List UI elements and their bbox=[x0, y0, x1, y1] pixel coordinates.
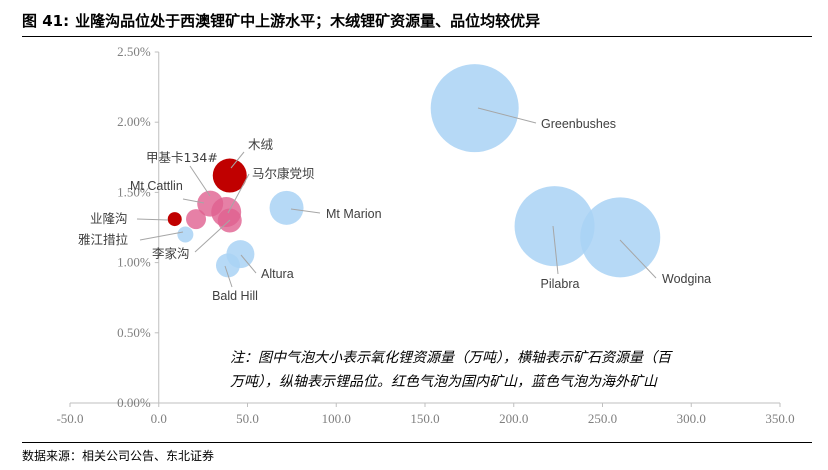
bubble-label: Pilabra bbox=[541, 277, 580, 291]
bubble-label: Greenbushes bbox=[541, 117, 616, 131]
chart-note-line: 注：图中气泡大小表示氧化锂资源量（万吨），横轴表示矿石资源量（百 bbox=[230, 350, 673, 366]
chart-note-line: 万吨），纵轴表示锂品位。红色气泡为国内矿山，蓝色气泡为海外矿山 bbox=[230, 374, 658, 390]
x-tick-label: -50.0 bbox=[56, 411, 83, 426]
x-tick-label: 150.0 bbox=[410, 411, 439, 426]
y-tick-label: 2.50% bbox=[117, 44, 151, 59]
bubble-label: 甲基卡134# bbox=[146, 150, 218, 165]
bubble-业隆沟 bbox=[167, 212, 182, 227]
leader-line bbox=[182, 198, 205, 204]
y-tick-label: 0.50% bbox=[117, 325, 151, 340]
x-tick-label: 350.0 bbox=[765, 411, 794, 426]
y-tick-label: 0.00% bbox=[117, 395, 151, 410]
bubble-label: Mt Marion bbox=[326, 207, 382, 221]
x-tick-label: 250.0 bbox=[588, 411, 617, 426]
x-tick-label: 300.0 bbox=[677, 411, 706, 426]
y-tick-label: 1.50% bbox=[117, 184, 151, 199]
bubble-mt-cattlin bbox=[177, 226, 194, 243]
leader-line bbox=[227, 173, 250, 214]
leader-line bbox=[290, 208, 321, 214]
bubble-chart: 0.00% 0.50% 1.00% 1.50% 2.00% 2.50% -50.0 0.0 50… bbox=[56, 44, 794, 426]
data-source: 数据来源：相关公司公告、东北证券 bbox=[22, 442, 812, 464]
bubble-bald-hill bbox=[215, 253, 240, 278]
bubble-label: Wodgina bbox=[662, 272, 711, 286]
leader-line bbox=[477, 107, 537, 124]
y-tick-label: 1.00% bbox=[117, 255, 151, 270]
bubble-雅江措拉 bbox=[186, 209, 207, 230]
leader-line bbox=[224, 265, 233, 288]
leader-line bbox=[619, 239, 657, 279]
x-tick-label: 0.0 bbox=[151, 411, 167, 426]
bubble-mt-marion bbox=[269, 190, 304, 225]
leader-line bbox=[552, 225, 559, 275]
bubble-label: 雅江措拉 bbox=[78, 232, 129, 247]
leader-line bbox=[240, 254, 257, 274]
x-tick-label: 50.0 bbox=[236, 411, 259, 426]
leader-line bbox=[230, 151, 245, 169]
bubble-label: 马尔康党坝 bbox=[252, 166, 315, 181]
bubble-wodgina bbox=[580, 197, 661, 278]
leader-line bbox=[189, 165, 211, 197]
figure-title: 图 41: 业隆沟品位处于西澳锂矿中上游水平；木绒锂矿资源量、品位均较优异 bbox=[22, 5, 812, 37]
y-tick-label: 2.00% bbox=[117, 114, 151, 129]
leader-line bbox=[139, 231, 184, 241]
leader-line bbox=[194, 219, 231, 253]
bubble-label: 业隆沟 bbox=[90, 211, 128, 226]
bubble-pilabra bbox=[514, 186, 595, 267]
bubble-label: 木绒 bbox=[248, 137, 274, 152]
leader-line bbox=[136, 218, 169, 221]
bubble-label: Bald Hill bbox=[212, 289, 258, 303]
figure-title-text: 业隆沟品位处于西澳锂矿中上游水平；木绒锂矿资源量、品位均较优异 bbox=[75, 12, 541, 30]
bubble-label: Mt Cattlin bbox=[130, 179, 183, 193]
figure-number: 图 41: bbox=[22, 12, 70, 30]
bubble-label: Altura bbox=[261, 267, 294, 281]
x-tick-label: 100.0 bbox=[322, 411, 351, 426]
bubble-木绒 bbox=[212, 158, 247, 193]
bubble-greenbushes bbox=[430, 64, 519, 153]
x-tick-label: 200.0 bbox=[499, 411, 528, 426]
bubble-label: 李家沟 bbox=[152, 246, 190, 261]
